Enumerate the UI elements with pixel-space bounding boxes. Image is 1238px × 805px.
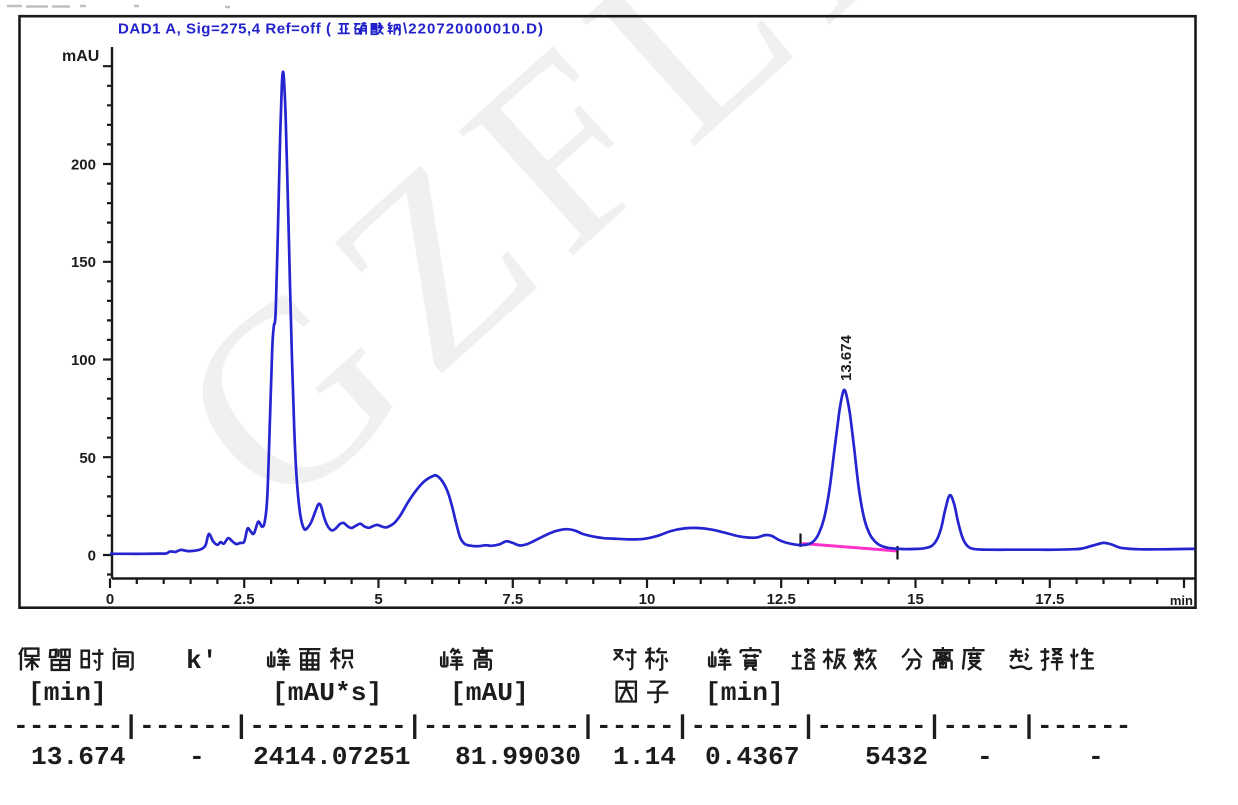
- svg-text:\220720000010.D): \220720000010.D): [403, 21, 544, 38]
- svg-text:1.14: 1.14: [613, 742, 676, 772]
- svg-text:7.5: 7.5: [502, 591, 523, 608]
- svg-text:100: 100: [71, 352, 96, 369]
- svg-text:[min]: [min]: [28, 678, 107, 708]
- svg-text:10: 10: [639, 591, 656, 608]
- svg-text:2414.07251: 2414.07251: [253, 742, 411, 772]
- svg-text:81.99030: 81.99030: [455, 742, 581, 772]
- svg-text:k': k': [186, 646, 218, 676]
- svg-text:[min]: [min]: [705, 678, 784, 708]
- svg-text:200: 200: [71, 157, 96, 174]
- svg-text:13.674: 13.674: [31, 742, 126, 772]
- svg-text:50: 50: [79, 450, 96, 467]
- svg-text:150: 150: [71, 254, 96, 271]
- svg-text:13.674: 13.674: [838, 334, 855, 381]
- svg-text:2.5: 2.5: [234, 591, 255, 608]
- svg-text:17.5: 17.5: [1035, 591, 1064, 608]
- svg-text:0: 0: [106, 591, 114, 608]
- svg-text:DAD1 A, Sig=275,4 Ref=off (: DAD1 A, Sig=275,4 Ref=off (: [118, 21, 332, 38]
- svg-text:[mAU*s]: [mAU*s]: [272, 678, 382, 708]
- svg-text:[mAU]: [mAU]: [450, 678, 529, 708]
- svg-text:12.5: 12.5: [767, 591, 796, 608]
- svg-text:15: 15: [907, 591, 924, 608]
- svg-text:5432: 5432: [865, 742, 928, 772]
- svg-text:mAU: mAU: [62, 48, 99, 65]
- svg-text:-------|------|----------|----: -------|------|----------|----------|---…: [13, 711, 1131, 741]
- svg-text:0: 0: [88, 548, 96, 565]
- svg-text:-: -: [189, 742, 205, 772]
- svg-text:5: 5: [374, 591, 382, 608]
- svg-text:0.4367: 0.4367: [705, 742, 800, 772]
- svg-text:min: min: [1170, 593, 1193, 608]
- svg-text:-: -: [1088, 742, 1104, 772]
- svg-text:-: -: [977, 742, 993, 772]
